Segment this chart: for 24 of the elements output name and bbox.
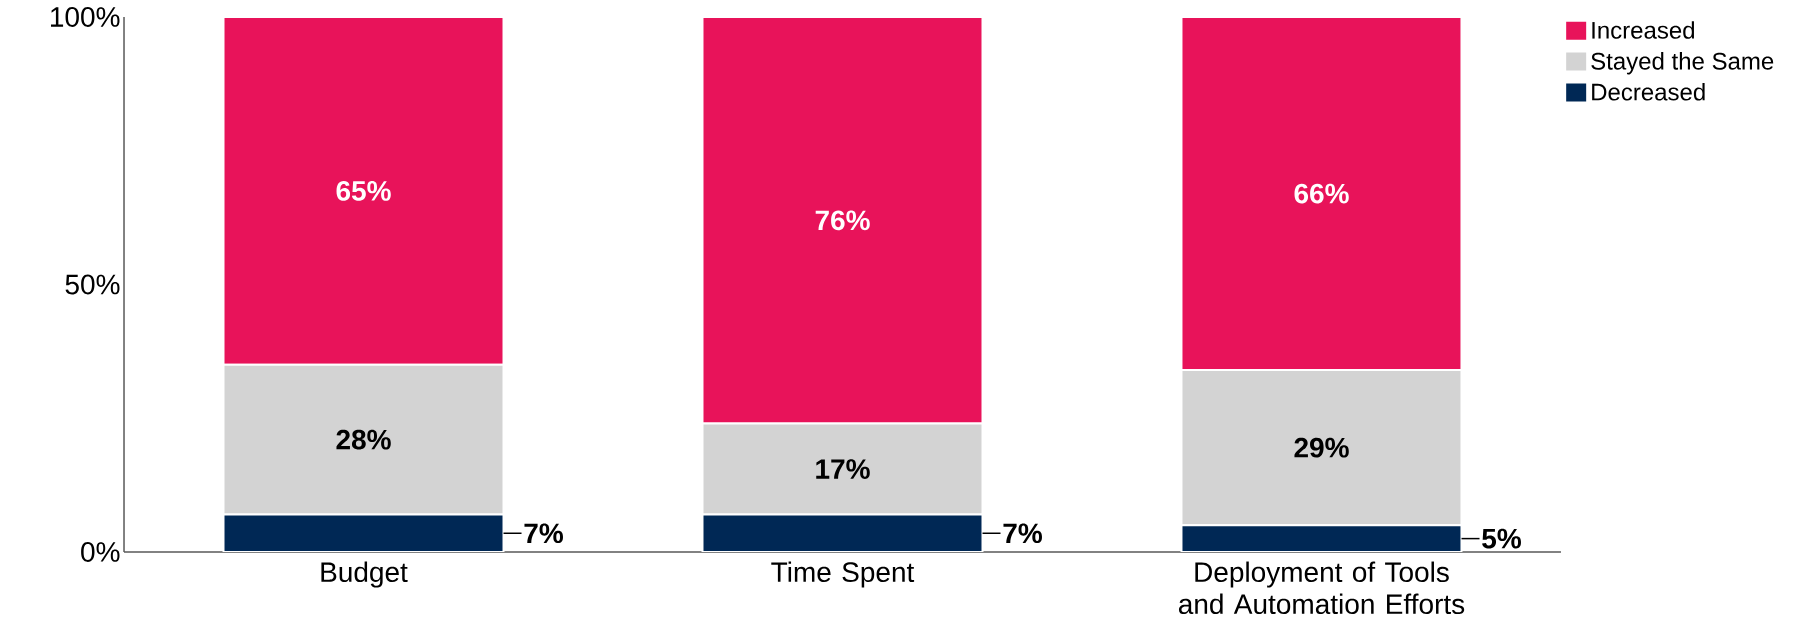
bar bbox=[222, 513, 505, 552]
y-tick-label: 50% bbox=[65, 274, 120, 295]
legend-label: Stayed the Same bbox=[1591, 52, 1774, 75]
bar bbox=[222, 16, 505, 366]
x-tick-label: Deployment of Tools and Automation Efforts bbox=[1178, 561, 1465, 615]
legend-label: Increased bbox=[1592, 21, 1695, 39]
y-tick-label: 100% bbox=[51, 7, 120, 27]
y-tick-label: 0% bbox=[81, 542, 120, 562]
data-label: 7% bbox=[1003, 523, 1042, 544]
bar bbox=[701, 513, 984, 552]
data-label: 28% bbox=[336, 429, 391, 450]
bar bbox=[701, 16, 984, 425]
x-tick-label: Budget bbox=[321, 561, 408, 588]
legend-label: Decreased bbox=[1592, 82, 1705, 101]
data-label: 17% bbox=[816, 459, 870, 479]
data-label: 76% bbox=[815, 210, 870, 231]
data-label: 29% bbox=[1294, 437, 1349, 458]
bar bbox=[1180, 524, 1463, 552]
x-tick-label: Time Spent bbox=[771, 561, 915, 588]
data-label: 66% bbox=[1294, 183, 1349, 204]
data-label: 5% bbox=[1482, 528, 1521, 549]
bar bbox=[1180, 16, 1463, 372]
data-label: 65% bbox=[336, 180, 391, 201]
data-label: 7% bbox=[524, 523, 563, 544]
